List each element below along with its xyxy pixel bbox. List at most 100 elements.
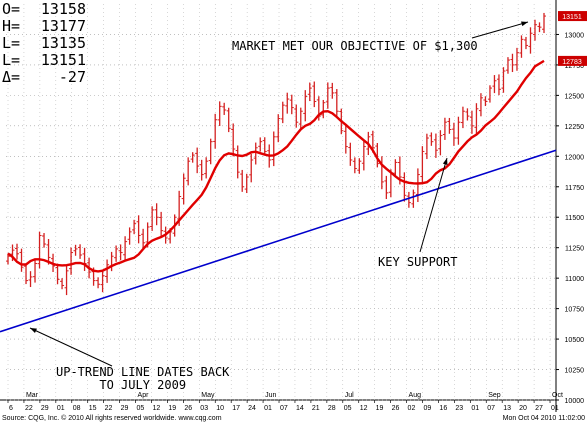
price-bar (181, 173, 186, 205)
price-bar (231, 123, 236, 157)
price-bar (235, 145, 240, 179)
y-tick-label: 12000 (565, 154, 585, 161)
price-bar (73, 244, 78, 256)
price-bar (352, 157, 357, 174)
price-bar (469, 110, 474, 134)
x-day-label: 17 (232, 405, 240, 412)
y-tick-label: 13000 (565, 32, 585, 39)
ohlc-last-label: L= (2, 51, 21, 69)
x-day-label: 23 (455, 405, 463, 412)
x-month-label: Sep (488, 392, 501, 399)
price-bar (204, 157, 209, 179)
price-bar (478, 93, 483, 117)
price-bar (213, 113, 218, 149)
x-day-label: 09 (423, 405, 431, 412)
x-day-label: 22 (25, 405, 33, 412)
price-bar (510, 53, 515, 73)
x-month-label: Jun (265, 392, 276, 399)
ohlc-high-label: H= (2, 17, 21, 35)
price-bar (217, 101, 222, 126)
y-tick-label: 12250 (565, 124, 585, 131)
trend-line-arrow (29, 327, 113, 367)
grid (0, 0, 557, 412)
x-day-label: 27 (535, 405, 543, 412)
x-day-label: 08 (73, 405, 81, 412)
price-bar (190, 152, 195, 163)
ma-price-tag-box (558, 55, 587, 66)
x-day-label: 01 (551, 405, 559, 412)
y-tick-label: 11750 (565, 185, 584, 192)
price-bar (348, 142, 353, 166)
moving-average (7, 59, 545, 273)
price-bar (123, 236, 128, 262)
footer-source: Source: CQG, Inc. © 2010 All rights rese… (2, 415, 222, 422)
last-price-tag-box (558, 11, 587, 22)
price-bar (501, 67, 506, 93)
price-bar (447, 117, 452, 134)
objective-arrow-shaft (471, 21, 529, 39)
price-bar (307, 82, 312, 102)
y-tick-label: 11250 (565, 246, 584, 253)
x-day-label: 01 (57, 405, 65, 412)
x-day-label: 14 (296, 405, 304, 412)
y-tick-label: 10250 (565, 368, 585, 375)
ohlc-low-value: 13135 (40, 34, 86, 52)
ohlc-change-value: -27 (58, 68, 86, 86)
y-tick-label: 10500 (565, 337, 585, 344)
price-bar (542, 12, 546, 34)
price-bar (276, 114, 281, 143)
price-bar (150, 206, 155, 231)
ohlc-open: O= 13158 (2, 1, 86, 18)
ohlc-open-value: 13158 (40, 0, 86, 18)
x-day-label: 28 (328, 405, 336, 412)
price-bar (258, 137, 263, 152)
x-axis: 6 22 29 01 08 15 22 29 05 12 19 26 03 10 17 24 01 07 14 21 2… (7, 392, 563, 412)
ohlc-low-label: L= (2, 34, 21, 52)
price-bar (154, 203, 159, 226)
price-bar (132, 219, 137, 235)
price-bar (240, 169, 245, 192)
price-bar (6, 253, 10, 265)
price-bar (528, 27, 533, 54)
key-support-arrow-head (442, 158, 448, 165)
y-tick-label: 12500 (565, 93, 585, 100)
price-bar (55, 263, 60, 285)
price-bar (42, 233, 47, 248)
price-bar (429, 132, 434, 146)
price-bar (208, 138, 213, 165)
x-day-label: 12 (360, 405, 368, 412)
price-bar (253, 142, 258, 165)
price-bar (406, 191, 411, 208)
price-bar (19, 248, 24, 272)
x-day-label: 02 (408, 405, 416, 412)
price-bar (37, 231, 42, 269)
y-tick-label: 10750 (565, 307, 585, 314)
price-bar (289, 94, 294, 115)
price-bar (118, 244, 123, 261)
price-bar (411, 189, 416, 208)
x-day-label: 21 (312, 405, 320, 412)
ohlc-low: L= 13135 (2, 35, 86, 52)
last-price-tag-label: 13151 (562, 14, 582, 21)
price-bar (483, 96, 488, 107)
x-month-label: Mar (26, 392, 39, 399)
price-bar (46, 239, 51, 265)
price-bar (105, 259, 110, 283)
x-day-label: 15 (89, 405, 97, 412)
price-bar (465, 108, 470, 121)
price-bar (325, 82, 330, 109)
y-tick-label: 11500 (565, 215, 584, 222)
price-bar (312, 81, 317, 108)
x-day-label: 05 (344, 405, 352, 412)
price-bar (474, 103, 479, 135)
key-support-arrow (419, 157, 448, 253)
price-bar (519, 35, 524, 58)
objective-annotation: MARKET MET OUR OBJECTIVE OF $1,300 (232, 39, 478, 53)
price-bar (298, 107, 303, 129)
price-bar (505, 57, 510, 74)
price-bar (199, 159, 204, 181)
ohlc-change: Δ= -27 (2, 69, 86, 86)
price-bar (415, 168, 420, 203)
price-bar (321, 99, 326, 119)
